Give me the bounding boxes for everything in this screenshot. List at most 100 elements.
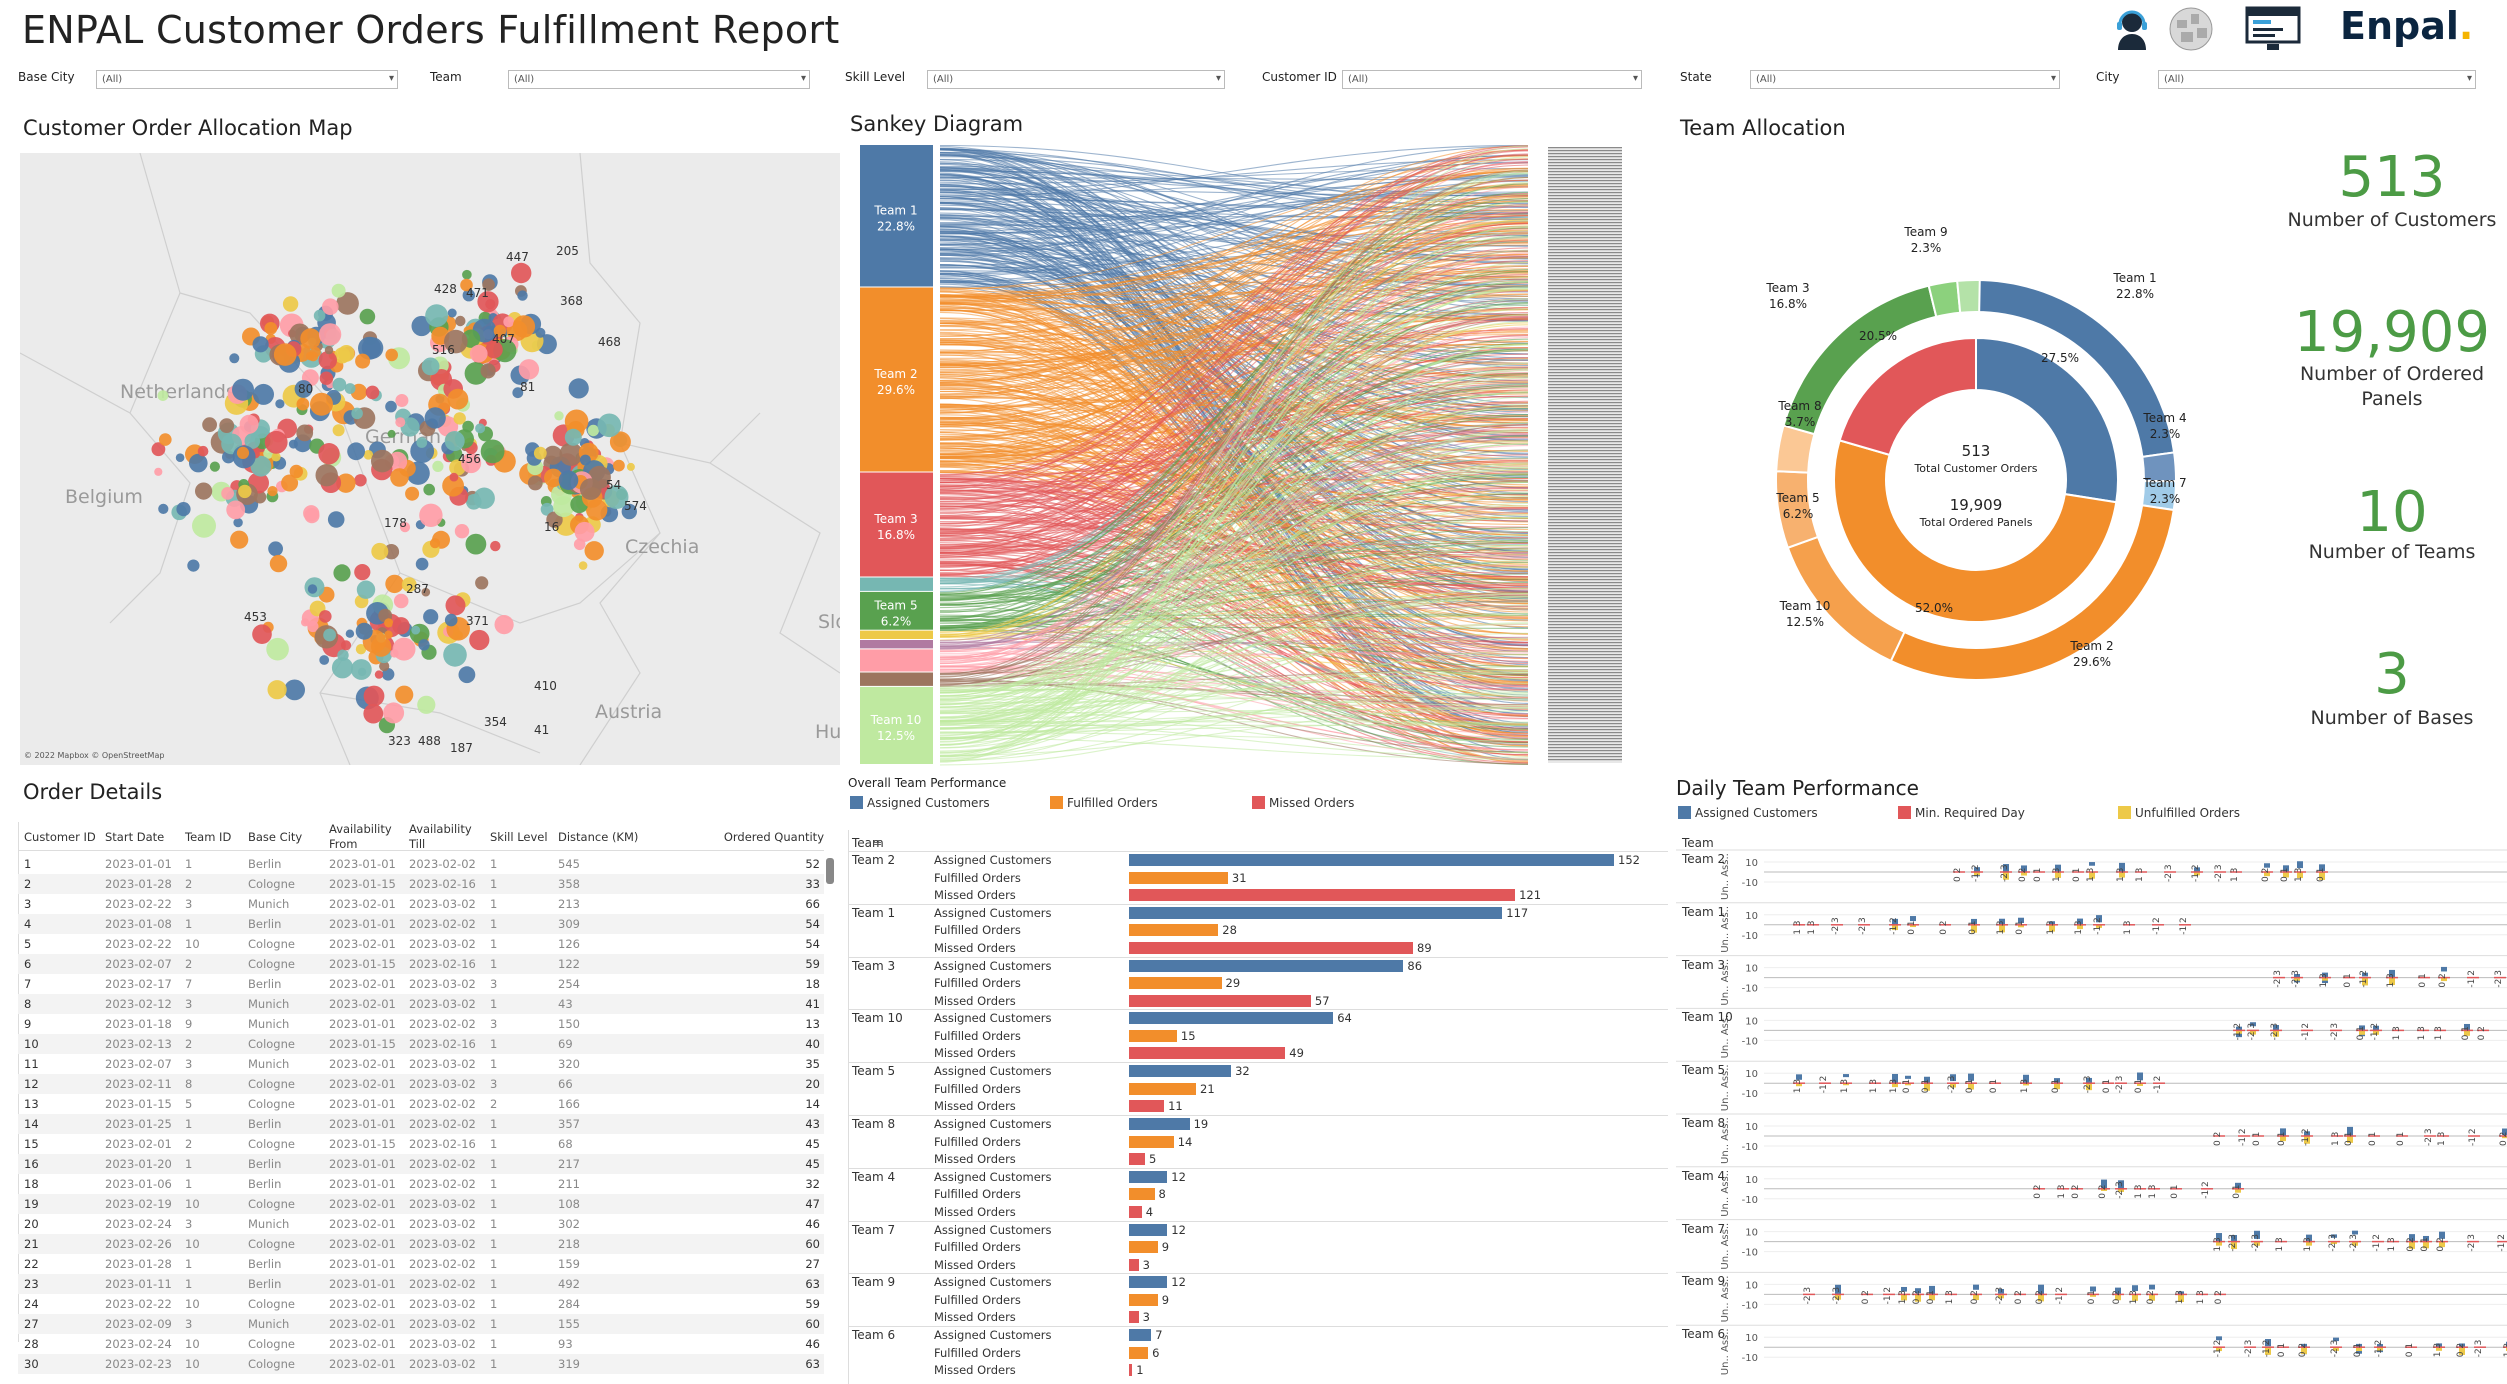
map-order-marker[interactable]	[469, 629, 490, 651]
map-order-marker[interactable]	[579, 478, 602, 500]
map-order-marker[interactable]	[384, 630, 393, 639]
donut-inner-slice[interactable]	[1833, 439, 2118, 623]
map-order-marker[interactable]	[275, 399, 285, 409]
map-order-marker[interactable]	[319, 371, 333, 385]
map-order-marker[interactable]	[490, 540, 501, 552]
map-order-marker[interactable]	[267, 680, 287, 700]
map-order-marker[interactable]	[604, 485, 629, 509]
map-order-marker[interactable]	[229, 353, 240, 364]
daily-bar[interactable]	[2306, 1241, 2312, 1246]
map-order-marker[interactable]	[385, 400, 397, 413]
map-order-marker[interactable]	[268, 541, 283, 557]
map-order-marker[interactable]	[568, 378, 589, 399]
map-order-marker[interactable]	[419, 503, 443, 527]
map-order-marker[interactable]	[310, 392, 333, 416]
map-order-marker[interactable]	[284, 679, 305, 701]
bar-fulfilled[interactable]	[1129, 1135, 1174, 1148]
map-order-marker[interactable]	[432, 460, 444, 472]
map-order-marker[interactable]	[447, 308, 457, 318]
daily-bar[interactable]	[2459, 1343, 2465, 1350]
column-header[interactable]: Base City	[248, 830, 303, 844]
daily-bar[interactable]	[1924, 1083, 1930, 1091]
map-order-marker[interactable]	[544, 468, 563, 488]
daily-bar[interactable]	[2333, 1337, 2339, 1342]
map-order-marker[interactable]	[189, 453, 208, 473]
bar-assigned[interactable]	[1129, 1012, 1334, 1025]
table-row[interactable]: 27 2023-02-09 3 Munich 2023-02-01 2023-03-02 1…	[18, 1314, 824, 1334]
table-row[interactable]: 3 2023-02-22 3 Munich 2023-02-01 2023-03-02 1 2…	[18, 894, 824, 914]
map-order-marker[interactable]	[455, 315, 466, 327]
table-row[interactable]: 9 2023-01-18 9 Munich 2023-01-01 2023-02-02 3 1…	[18, 1014, 824, 1034]
map-order-marker[interactable]	[197, 445, 209, 457]
map-order-marker[interactable]	[187, 559, 200, 572]
daily-bar[interactable]	[2178, 1294, 2184, 1302]
daily-bar[interactable]	[2297, 861, 2303, 869]
map-order-marker[interactable]	[354, 474, 367, 487]
daily-bar[interactable]	[1971, 924, 1977, 933]
map-order-marker[interactable]	[543, 445, 563, 465]
daily-bar[interactable]	[2101, 1179, 2107, 1191]
daily-bar[interactable]	[2149, 1284, 2155, 1290]
map-order-marker[interactable]	[296, 424, 314, 442]
daily-bar[interactable]	[1843, 1074, 1849, 1078]
map-order-marker[interactable]	[613, 459, 625, 472]
bar-missed[interactable]	[1129, 1205, 1142, 1218]
table-row[interactable]: 13 2023-01-15 5 Cologne 2023-01-01 2023-02-02…	[18, 1094, 824, 1114]
daily-bar[interactable]	[1843, 1083, 1849, 1086]
daily-bar[interactable]	[2254, 1241, 2260, 1246]
daily-bar[interactable]	[2021, 865, 2027, 874]
daily-bar[interactable]	[2359, 1030, 2365, 1035]
map-order-marker[interactable]	[444, 329, 468, 354]
daily-bar[interactable]	[2054, 1083, 2060, 1090]
map-order-marker[interactable]	[157, 390, 169, 401]
bar-assigned[interactable]	[1129, 1223, 1168, 1236]
daily-bar[interactable]	[2439, 1241, 2445, 1248]
table-row[interactable]: 2 2023-01-28 2 Cologne 2023-01-15 2023-02-16 1…	[18, 874, 824, 894]
map-order-marker[interactable]	[271, 452, 281, 462]
column-header[interactable]: Skill Level	[490, 830, 548, 844]
map-order-marker[interactable]	[421, 357, 440, 376]
map-order-marker[interactable]	[331, 657, 354, 679]
map-order-marker[interactable]	[340, 640, 352, 651]
daily-bar[interactable]	[2250, 1030, 2256, 1035]
map-order-marker[interactable]	[395, 685, 414, 704]
daily-bar[interactable]	[2294, 977, 2300, 981]
map-order-marker[interactable]	[253, 383, 274, 405]
table-row[interactable]: 14 2023-01-25 1 Berlin 2023-01-01 2023-02-02 1…	[18, 1114, 824, 1134]
table-row[interactable]: 30 2023-02-23 10 Cologne 2023-02-01 2023-03-0…	[18, 1354, 824, 1374]
daily-bar[interactable]	[1974, 872, 1980, 876]
table-row[interactable]: 5 2023-02-22 10 Cologne 2023-02-01 2023-03-02…	[18, 934, 824, 954]
daily-bar[interactable]	[2333, 1347, 2339, 1351]
daily-bar[interactable]	[2306, 1234, 2312, 1243]
sankey-node[interactable]	[860, 630, 933, 639]
map-order-marker[interactable]	[477, 291, 499, 313]
map-order-marker[interactable]	[356, 580, 376, 599]
daily-bar[interactable]	[2459, 1347, 2465, 1355]
overall-team-performance-chart[interactable]: Team ≡ Team 2 Assigned Customers 152 Fulfille…	[848, 830, 1668, 1384]
bar-fulfilled[interactable]	[1129, 1346, 1149, 1359]
map-order-marker[interactable]	[392, 617, 410, 635]
donut-inner-slice[interactable]	[1975, 336, 2119, 504]
daily-bar[interactable]	[2038, 1284, 2044, 1296]
daily-bar[interactable]	[2137, 1083, 2143, 1086]
daily-bar[interactable]	[2231, 1234, 2237, 1245]
map-order-marker[interactable]	[239, 414, 259, 434]
daily-bar[interactable]	[2319, 864, 2325, 871]
column-header[interactable]: Availability Till	[409, 822, 472, 851]
map-order-marker[interactable]	[462, 289, 475, 302]
sankey-node[interactable]	[860, 472, 933, 577]
map-order-marker[interactable]	[267, 486, 278, 497]
map-order-marker[interactable]	[350, 659, 372, 680]
daily-bar[interactable]	[2054, 1078, 2060, 1086]
map-order-marker[interactable]	[442, 474, 464, 497]
daily-bar[interactable]	[2273, 1030, 2279, 1037]
daily-bar[interactable]	[2464, 1023, 2470, 1032]
map-order-marker[interactable]	[449, 472, 459, 482]
daily-bar[interactable]	[2115, 1287, 2121, 1295]
daily-bar[interactable]	[2250, 1022, 2256, 1027]
map-order-marker[interactable]	[336, 473, 356, 493]
bar-fulfilled[interactable]	[1129, 1082, 1196, 1095]
map-order-marker[interactable]	[383, 544, 400, 560]
map-order-marker[interactable]	[269, 554, 288, 573]
daily-bar[interactable]	[1892, 924, 1898, 931]
